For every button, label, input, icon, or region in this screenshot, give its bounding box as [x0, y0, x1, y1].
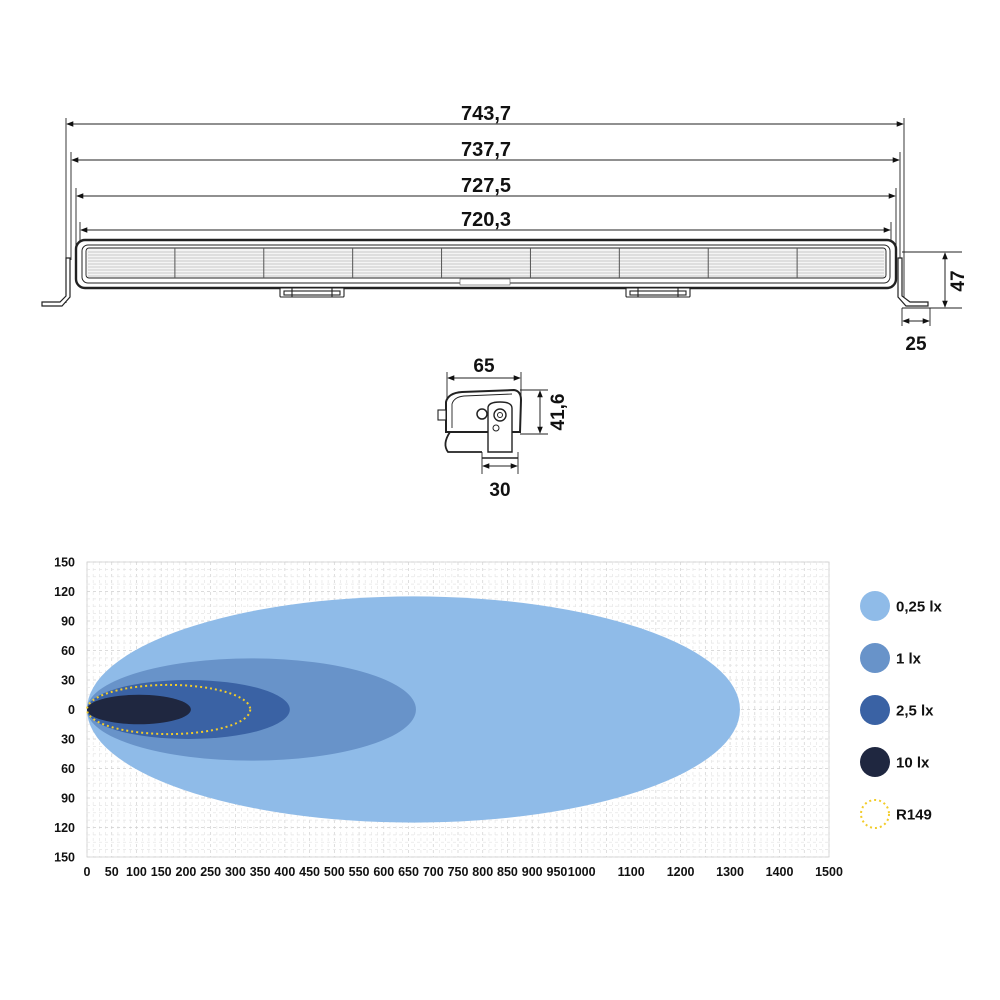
x-tick-label: 200: [176, 865, 197, 879]
y-tick-label: 0: [68, 703, 75, 717]
side-cable: [444, 431, 482, 453]
legend-swatch-r149: [860, 799, 890, 829]
beam-zone-3: [87, 694, 191, 725]
x-tick-label: 650: [398, 865, 419, 879]
x-tick-label: 100: [126, 865, 147, 879]
legend-swatch-3: [860, 747, 890, 777]
x-tick-label: 450: [299, 865, 320, 879]
y-tick-label: 60: [61, 762, 75, 776]
mount-foot-right: [625, 287, 691, 298]
y-tick-label: 30: [61, 733, 75, 747]
x-tick-label: 400: [274, 865, 295, 879]
y-tick-label: 150: [54, 851, 75, 865]
dim-housing-length: 727,5: [461, 175, 511, 197]
x-tick-label: 600: [373, 865, 394, 879]
dim-depth: 65: [473, 356, 495, 377]
y-tick-label: 120: [54, 585, 75, 599]
y-tick-label: 150: [54, 556, 75, 570]
legend-label: 10 lx: [896, 755, 930, 772]
y-tick-label: 90: [61, 615, 75, 629]
y-tick-label: 120: [54, 821, 75, 835]
legend-label: 1 lx: [896, 651, 922, 668]
x-tick-label: 1200: [667, 865, 695, 879]
dim-lens-length: 720,3: [461, 209, 511, 231]
dim-overall-length: 743,7: [461, 103, 511, 125]
light-bar-lens: [85, 247, 887, 279]
left-end-bracket: [41, 257, 71, 307]
x-tick-label: 700: [423, 865, 444, 879]
dim-bracket-length: 737,7: [461, 139, 511, 161]
x-tick-label: 750: [448, 865, 469, 879]
legend-swatch-2: [860, 695, 890, 725]
legend-label: R149: [896, 807, 932, 824]
dim-foot: 25: [905, 334, 927, 355]
x-tick-label: 550: [349, 865, 370, 879]
x-tick-label: 500: [324, 865, 345, 879]
x-tick-label: 900: [522, 865, 543, 879]
legend-label: 0,25 lx: [896, 599, 943, 616]
x-tick-label: 350: [250, 865, 271, 879]
legend-label: 2,5 lx: [896, 703, 934, 720]
x-tick-label: 1500: [815, 865, 843, 879]
legend-swatch-0: [860, 591, 890, 621]
beam-zone-reference: [85, 683, 252, 736]
x-tick-label: 950: [547, 865, 568, 879]
x-axis-ticks: 0 50 100 150 200 250 300 350 400 450 500 550 600 650 7…: [84, 865, 843, 879]
brand-logo: [459, 278, 511, 286]
y-tick-label: 60: [61, 644, 75, 658]
beam-series: [85, 596, 740, 823]
y-axis-ticks: 150 120 90 60 30 0 30 60 90 120 150: [54, 556, 75, 865]
x-tick-label: 300: [225, 865, 246, 879]
x-tick-label: 50: [105, 865, 119, 879]
x-tick-label: 1100: [618, 865, 645, 879]
x-tick-label: 0: [84, 865, 91, 879]
side-view-drawing: [437, 372, 548, 474]
x-tick-label: 150: [151, 865, 172, 879]
x-tick-label: 1300: [716, 865, 744, 879]
x-tick-label: 800: [472, 865, 493, 879]
y-tick-label: 30: [61, 674, 75, 688]
chart-legend: 0,25 lx 1 lx 2,5 lx 10 lx R149: [860, 591, 943, 829]
x-tick-label: 850: [497, 865, 518, 879]
legend-swatch-1: [860, 643, 890, 673]
x-tick-label: 1000: [568, 865, 596, 879]
x-tick-label: 250: [200, 865, 221, 879]
dim-height: 47: [948, 270, 969, 291]
dim-mount-width: 30: [489, 480, 510, 501]
beam-pattern-chart: 0 50 100 150 200 250 300 350 400 450 500 550 600 650 7…: [54, 556, 843, 880]
right-end-bracket: [897, 257, 929, 307]
dim-side-height: 41,6: [548, 394, 569, 431]
y-tick-label: 90: [61, 792, 75, 806]
x-tick-label: 1400: [766, 865, 794, 879]
mount-foot-left: [279, 287, 345, 298]
front-view-drawing: [41, 118, 962, 326]
